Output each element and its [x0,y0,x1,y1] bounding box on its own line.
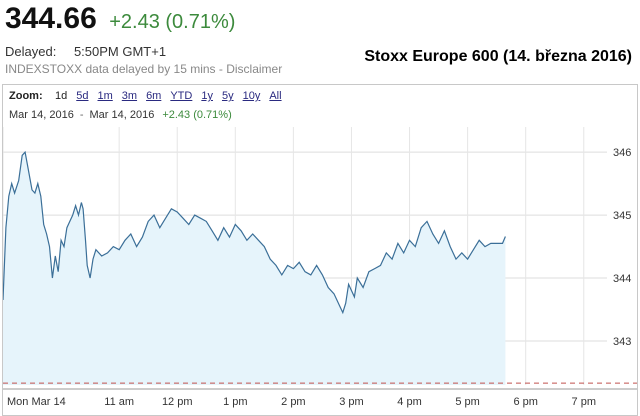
range-from: Mar 14, 2016 [9,109,74,121]
zoom-option-ytd[interactable]: YTD [170,90,193,102]
x-tick-label: 5 pm [455,396,479,408]
x-tick-label: 3 pm [339,396,363,408]
zoom-option-all[interactable]: All [269,90,282,102]
chart-caption: Stoxx Europe 600 (14. března 2016) [364,48,632,65]
price-change: +2.43 (0.71%) [109,11,236,33]
zoom-option-1m[interactable]: 1m [97,90,113,102]
zoom-option-5y[interactable]: 5y [221,90,234,102]
source-text: INDEXSTOXX data delayed by 15 mins - [5,62,227,76]
source-info: INDEXSTOXX data delayed by 15 mins - Dis… [5,62,282,76]
last-price: 344.66 [5,2,97,35]
series-line [3,150,506,315]
y-tick-label: 346 [613,147,631,159]
delay-info: Delayed: 5:50PM GMT+1 [5,44,166,59]
zoom-label: Zoom: [9,90,43,102]
zoom-option-5d[interactable]: 5d [76,90,89,102]
x-tick-label: 2 pm [281,396,305,408]
zoom-option-6m[interactable]: 6m [146,90,162,102]
range-change: +2.43 (0.71%) [162,109,232,121]
zoom-bar: Zoom: 1d 5d 1m 3m 6m YTD 1y 5y 10y All [3,85,637,105]
zoom-option-10y[interactable]: 10y [242,90,261,102]
delayed-label: Delayed: [5,44,57,59]
quote-header: 344.66 +2.43 (0.71%) [5,2,235,36]
series-area [3,152,506,385]
zoom-option-1d[interactable]: 1d [55,90,68,102]
x-tick-label: 11 am [104,396,134,408]
zoom-option-1y[interactable]: 1y [201,90,213,102]
price-chart[interactable]: 343 344 345 346 Mon Mar 14 11 am 12 pm 1 pm 2 pm… [3,85,637,415]
delayed-time: 5:50PM GMT+1 [73,44,167,59]
y-tick-label: 343 [613,336,631,348]
x-tick-label: 12 pm [162,396,193,408]
chart-panel: Zoom: 1d 5d 1m 3m 6m YTD 1y 5y 10y All Mar 14, 20… [2,84,638,416]
zoom-options: 1d 5d 1m 3m 6m YTD 1y 5y 10y All [55,90,291,102]
disclaimer-link[interactable]: Disclaimer [226,62,283,76]
x-tick-label: 7 pm [572,396,596,408]
x-tick-label: 1 pm [223,396,247,408]
x-tick-label: 4 pm [397,396,421,408]
range-to: Mar 14, 2016 [89,109,155,121]
date-range: Mar 14, 2016- Mar 14, 2016 +2.43 (0.71%) [9,109,232,121]
y-tick-label: 345 [613,210,631,222]
x-tick-label: 6 pm [513,396,537,408]
zoom-option-3m[interactable]: 3m [121,90,138,102]
x-tick-label: Mon Mar 14 [7,396,66,408]
y-tick-label: 344 [613,273,631,285]
